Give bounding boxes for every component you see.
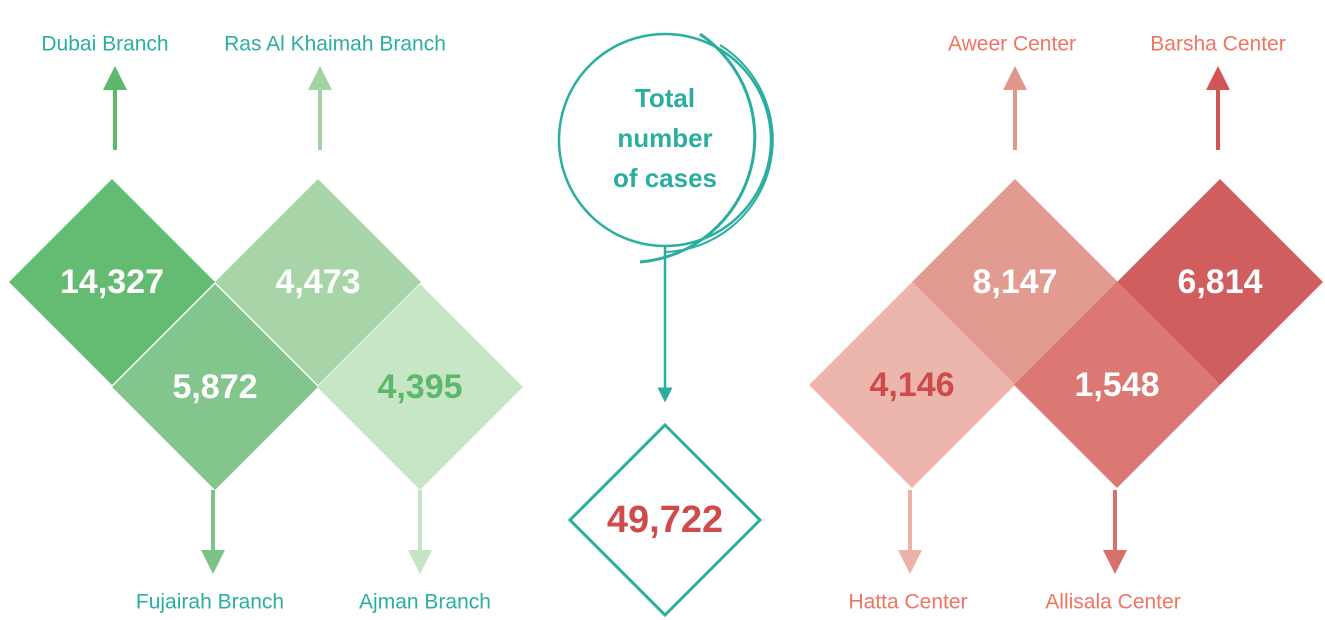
- total-value: 49,722: [607, 499, 723, 541]
- node-label: Ajman Branch: [359, 591, 491, 614]
- diamond: [1014, 282, 1220, 488]
- node-value: 4,473: [275, 263, 360, 301]
- total-label: of cases: [613, 163, 717, 193]
- diamond: [215, 179, 421, 385]
- total-label: Total: [635, 83, 695, 113]
- total-circle: [557, 32, 774, 618]
- node-value: 5,872: [172, 368, 257, 406]
- node-value: 4,146: [869, 366, 954, 404]
- node-label: Hatta Center: [848, 591, 967, 614]
- node-label: Dubai Branch: [41, 33, 168, 56]
- total-label: number: [617, 123, 712, 153]
- node-value: 4,395: [377, 368, 462, 406]
- node-value: 14,327: [60, 263, 164, 301]
- diamond: [9, 179, 215, 385]
- node-label: Allisala Center: [1045, 591, 1180, 614]
- diamond: [112, 284, 318, 490]
- node-label: Aweer Center: [948, 33, 1076, 56]
- node-label: Fujairah Branch: [136, 591, 284, 614]
- diamond: [317, 284, 523, 490]
- diamond: [809, 282, 1015, 488]
- node-value: 8,147: [972, 263, 1057, 301]
- node-label: Barsha Center: [1150, 33, 1285, 56]
- node-value: 6,814: [1177, 263, 1262, 301]
- node-value: 1,548: [1074, 366, 1159, 404]
- node-label: Ras Al Khaimah Branch: [224, 33, 446, 56]
